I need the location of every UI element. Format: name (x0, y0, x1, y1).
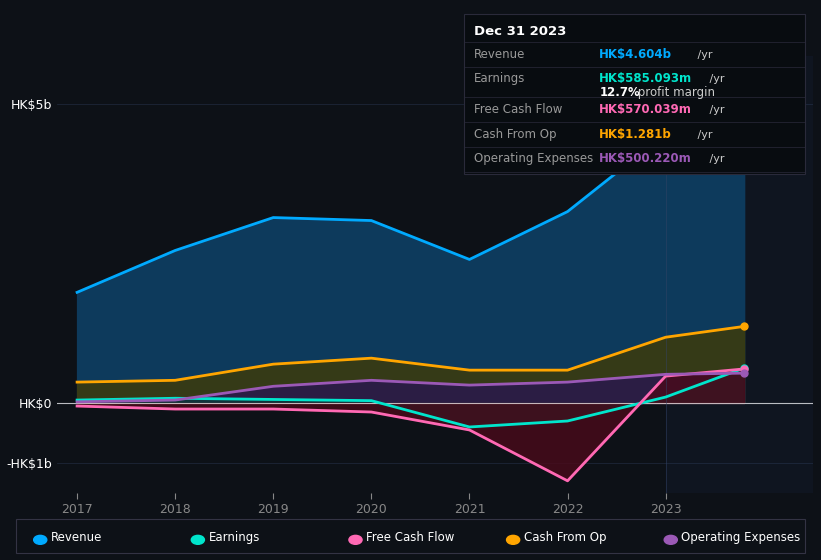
Text: HK$570.039m: HK$570.039m (599, 103, 692, 116)
Text: /yr: /yr (706, 105, 725, 115)
Text: HK$585.093m: HK$585.093m (599, 72, 692, 85)
Text: Operating Expenses: Operating Expenses (474, 152, 593, 165)
Text: Free Cash Flow: Free Cash Flow (474, 103, 562, 116)
Text: Dec 31 2023: Dec 31 2023 (474, 25, 566, 38)
Text: profit margin: profit margin (634, 86, 715, 99)
Text: /yr: /yr (706, 155, 725, 165)
Text: /yr: /yr (694, 50, 713, 60)
Text: /yr: /yr (706, 74, 725, 85)
Text: 12.7%: 12.7% (599, 86, 640, 99)
Text: Cash From Op: Cash From Op (524, 531, 606, 544)
Text: /yr: /yr (694, 130, 713, 140)
Text: HK$500.220m: HK$500.220m (599, 152, 692, 165)
Text: Cash From Op: Cash From Op (474, 128, 556, 141)
Text: Revenue: Revenue (474, 48, 525, 60)
Text: Free Cash Flow: Free Cash Flow (366, 531, 455, 544)
Text: Operating Expenses: Operating Expenses (681, 531, 800, 544)
Text: Revenue: Revenue (51, 531, 103, 544)
Text: HK$1.281b: HK$1.281b (599, 128, 672, 141)
Text: HK$4.604b: HK$4.604b (599, 48, 672, 60)
Bar (666, 56, 813, 493)
Text: Earnings: Earnings (474, 72, 525, 85)
Text: Earnings: Earnings (209, 531, 260, 544)
